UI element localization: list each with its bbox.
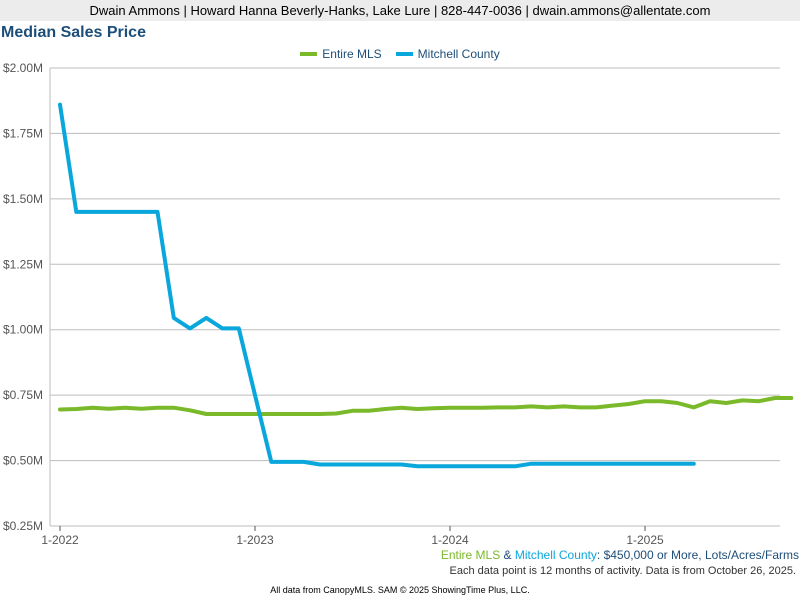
series-line-mitchell-county bbox=[58, 102, 696, 469]
criteria-ampersand: & bbox=[500, 548, 515, 562]
agent-contact-bar: Dwain Ammons | Howard Hanna Beverly-Hank… bbox=[0, 0, 800, 21]
chart-title: Median Sales Price bbox=[1, 24, 146, 41]
legend-item-entire-mls[interactable]: Entire MLS bbox=[300, 47, 382, 61]
y-tick-label: $1.75M bbox=[3, 126, 43, 140]
search-criteria: Entire MLS & Mitchell County: $450,000 o… bbox=[441, 548, 799, 562]
y-tick-label: $2.00M bbox=[3, 61, 43, 75]
legend-label-mitchell-county: Mitchell County bbox=[417, 47, 500, 61]
criteria-filter-text: : $450,000 or More, Lots/Acres/Farms bbox=[596, 548, 799, 562]
activity-note: Each data point is 12 months of activity… bbox=[449, 565, 796, 577]
chart-legend: Entire MLS Mitchell County bbox=[0, 46, 800, 62]
criteria-mitchell-county: Mitchell County bbox=[514, 548, 597, 562]
x-tick-label: 1-2025 bbox=[626, 533, 664, 547]
y-tick-label: $1.00M bbox=[3, 323, 43, 337]
y-tick-label: $0.75M bbox=[3, 388, 43, 402]
x-tick-label: 1-2022 bbox=[41, 533, 79, 547]
y-tick-label: $0.25M bbox=[3, 519, 43, 533]
footer-note: All data from CanopyMLS. SAM © 2025 Show… bbox=[270, 585, 530, 595]
y-tick-label: $1.25M bbox=[3, 257, 43, 271]
legend-swatch-mitchell-county bbox=[395, 52, 413, 56]
legend-item-mitchell-county[interactable]: Mitchell County bbox=[395, 47, 500, 61]
x-tick-label: 1-2023 bbox=[236, 533, 274, 547]
y-tick-label: $0.50M bbox=[3, 454, 43, 468]
y-tick-label: $1.50M bbox=[3, 192, 43, 206]
series-line-entire-mls bbox=[58, 396, 794, 416]
legend-swatch-entire-mls bbox=[300, 52, 318, 56]
x-tick-label: 1-2024 bbox=[431, 533, 469, 547]
legend-label-entire-mls: Entire MLS bbox=[322, 47, 382, 61]
criteria-entire-mls: Entire MLS bbox=[440, 548, 501, 562]
agent-contact-text: Dwain Ammons | Howard Hanna Beverly-Hank… bbox=[89, 3, 711, 18]
